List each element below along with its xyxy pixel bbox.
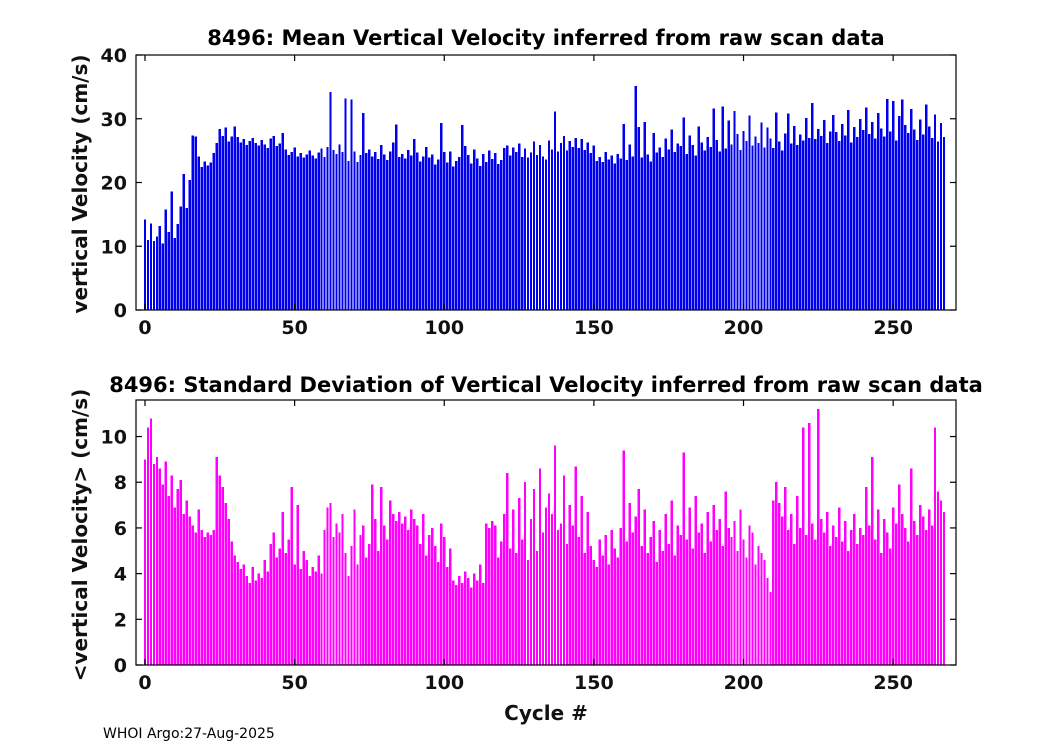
- std-vertical-velocity-chart: 0 50 100 150 200 250 0 2 4 6 8 10: [101, 399, 957, 694]
- bar-series: [143, 86, 946, 311]
- mean-vertical-velocity-chart: 0 50 100 150 200 250 0 10 20 30 40: [101, 45, 957, 339]
- top-chart-ylabel: vertical Velocity (cm/s): [68, 54, 92, 314]
- y-tick-label: 6: [114, 518, 127, 540]
- x-tick-label: 200: [724, 317, 764, 339]
- x-tick-label: 50: [281, 317, 307, 339]
- y-tick-label: 2: [114, 609, 127, 631]
- bottom-chart-title: 8496: Standard Deviation of Vertical Vel…: [109, 373, 983, 397]
- axes-box: [135, 399, 957, 666]
- bar-series: [143, 409, 946, 665]
- y-tick-label: 0: [114, 300, 127, 322]
- y-tick-label: 10: [101, 236, 127, 258]
- x-tick-label: 100: [424, 317, 464, 339]
- x-tick-label: 50: [281, 672, 307, 694]
- y-tick-label: 10: [101, 427, 127, 449]
- x-tick-label: 100: [424, 672, 464, 694]
- y-tick-label: 8: [114, 472, 127, 494]
- y-tick-label: 0: [114, 655, 127, 677]
- x-tick-label: 150: [574, 672, 614, 694]
- ticks: 0 50 100 150 200 250 0 10 20 30 40: [101, 45, 956, 339]
- ticks: 0 50 100 150 200 250 0 2 4 6 8 10: [101, 400, 956, 694]
- x-tick-label: 250: [873, 672, 913, 694]
- bottom-chart-ylabel: <vertical Velocity> (cm/s): [68, 388, 92, 682]
- y-tick-label: 4: [114, 564, 127, 586]
- x-tick-label: 0: [138, 317, 151, 339]
- y-tick-label: 40: [101, 45, 127, 67]
- y-tick-label: 30: [101, 109, 127, 131]
- y-tick-label: 20: [101, 173, 127, 195]
- top-chart-title: 8496: Mean Vertical Velocity inferred fr…: [207, 26, 885, 50]
- x-tick-label: 200: [724, 672, 764, 694]
- x-tick-label: 0: [138, 672, 151, 694]
- x-tick-label: 250: [873, 317, 913, 339]
- x-tick-label: 150: [574, 317, 614, 339]
- x-axis-label: Cycle #: [504, 701, 588, 725]
- footer-stamp: WHOI Argo:27-Aug-2025: [103, 726, 275, 742]
